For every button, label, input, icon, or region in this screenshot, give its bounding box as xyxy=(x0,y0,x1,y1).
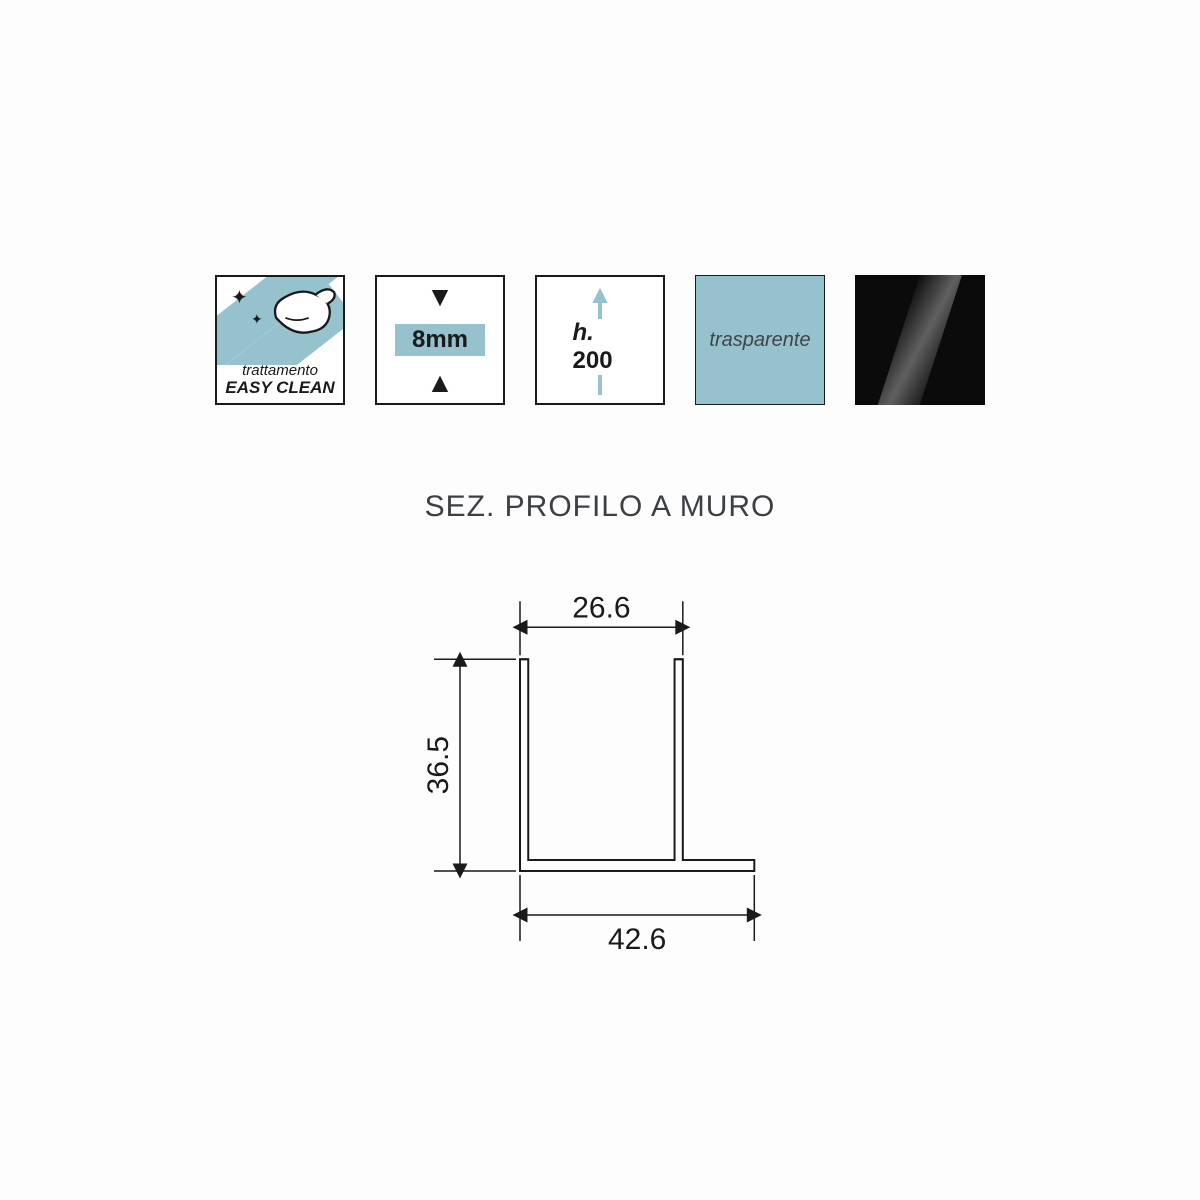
profile-outline xyxy=(520,659,754,871)
dim-bottom: 42.6 xyxy=(608,923,666,950)
arrow-down-icon: ▼ xyxy=(426,283,454,311)
dim-left: 36.5 xyxy=(422,736,455,794)
easy-clean-label: trattamento EASY CLEAN xyxy=(217,363,343,397)
height-tile: ▲ h. 200 xyxy=(535,275,665,405)
spec-icon-row: ✦ ✦ trattamento EASY CLEAN ▼ 8mm ▲ ▲ h. … xyxy=(0,275,1200,405)
section-title: SEZ. PROFILO A MURO xyxy=(0,490,1200,524)
easy-clean-line2: EASY CLEAN xyxy=(217,379,343,397)
transparent-swatch: trasparente xyxy=(695,275,825,405)
swatch-shine xyxy=(868,275,962,405)
height-number: 200 xyxy=(573,347,613,374)
thickness-value: 8mm xyxy=(412,326,468,354)
height-prefix: h. xyxy=(573,319,594,346)
wipe-hand-icon xyxy=(269,283,339,341)
sparkle-icon: ✦ xyxy=(231,285,248,310)
transparent-label: trasparente xyxy=(709,329,810,352)
profile-drawing: 26.6 36.5 42.6 xyxy=(360,560,840,950)
easy-clean-line1: trattamento xyxy=(217,363,343,379)
black-swatch xyxy=(855,275,985,405)
arrow-up-icon: ▲ xyxy=(426,369,454,397)
height-value: h. 200 xyxy=(569,319,632,375)
thickness-tile: ▼ 8mm ▲ xyxy=(375,275,505,405)
sparkle-icon: ✦ xyxy=(251,311,263,328)
easy-clean-graphic: ✦ ✦ xyxy=(217,277,343,365)
dim-top: 26.6 xyxy=(572,591,630,624)
easy-clean-tile: ✦ ✦ trattamento EASY CLEAN xyxy=(215,275,345,405)
